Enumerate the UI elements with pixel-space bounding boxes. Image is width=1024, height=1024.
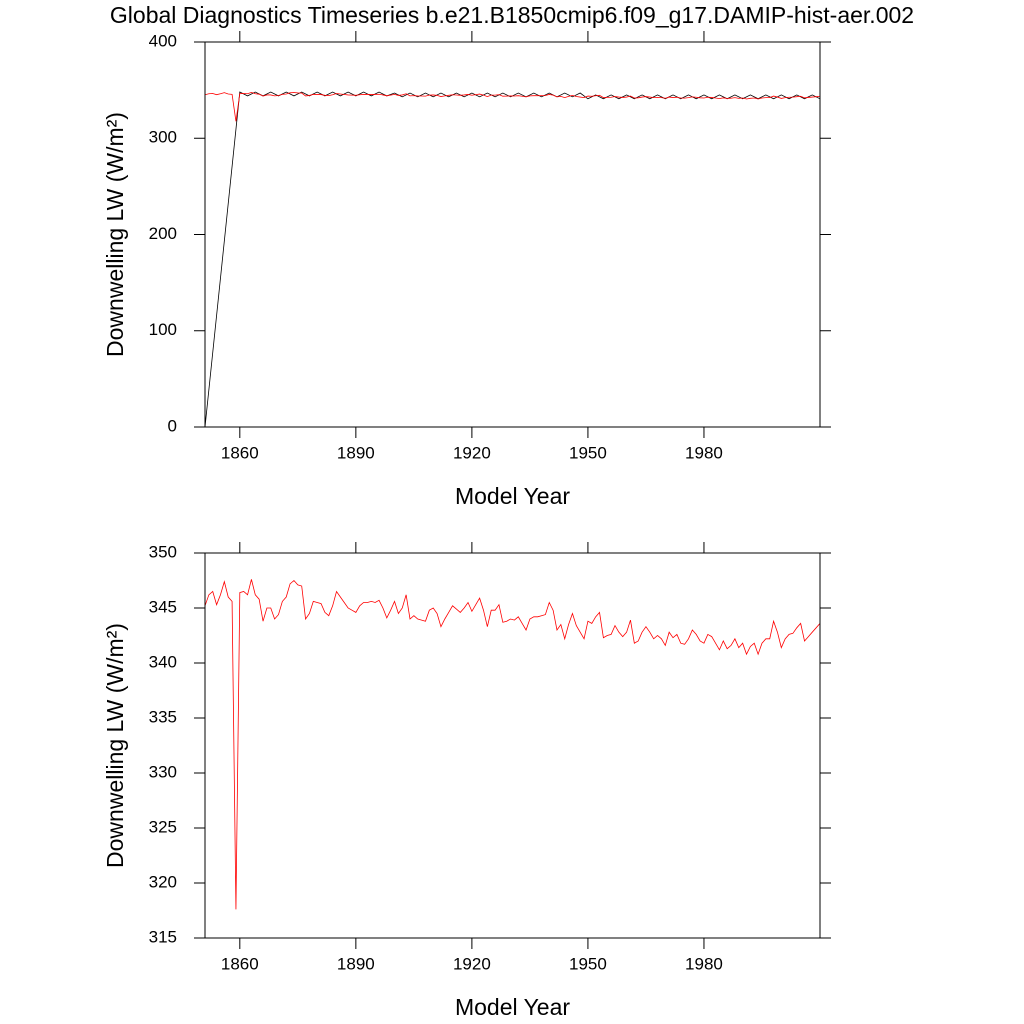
x-tick-label: 1920 [453, 443, 491, 462]
series-line [205, 91, 820, 427]
y-axis-label: Downwelling LW (W/m²) [102, 623, 128, 868]
y-tick-label: 340 [149, 652, 177, 671]
series-line [205, 579, 820, 910]
y-tick-label: 400 [149, 31, 177, 50]
plot-frame [204, 41, 821, 428]
x-tick-label: 1980 [685, 954, 723, 973]
y-tick-label: 320 [149, 872, 177, 891]
x-tick-label: 1860 [221, 443, 259, 462]
x-tick-label: 1920 [453, 954, 491, 973]
y-tick-label: 350 [149, 542, 177, 561]
y-tick-label: 0 [168, 416, 177, 435]
y-tick-label: 300 [149, 128, 177, 147]
x-tick-label: 1890 [337, 954, 375, 973]
y-tick-label: 100 [149, 320, 177, 339]
y-tick-label: 335 [149, 707, 177, 726]
y-axis-label: Downwelling LW (W/m²) [102, 112, 128, 357]
x-tick-label: 1980 [685, 443, 723, 462]
series-line [205, 92, 820, 122]
x-axis-label: Model Year [455, 994, 570, 1020]
x-tick-label: 1950 [569, 954, 607, 973]
x-tick-label: 1950 [569, 443, 607, 462]
x-axis-label: Model Year [455, 483, 570, 509]
plot-frame [204, 552, 821, 939]
x-tick-label: 1890 [337, 443, 375, 462]
y-tick-label: 200 [149, 224, 177, 243]
y-tick-label: 315 [149, 927, 177, 946]
y-tick-label: 330 [149, 762, 177, 781]
y-tick-label: 325 [149, 817, 177, 836]
chart-title: Global Diagnostics Timeseries b.e21.B185… [110, 2, 914, 28]
x-tick-label: 1860 [221, 954, 259, 973]
y-tick-label: 345 [149, 597, 177, 616]
